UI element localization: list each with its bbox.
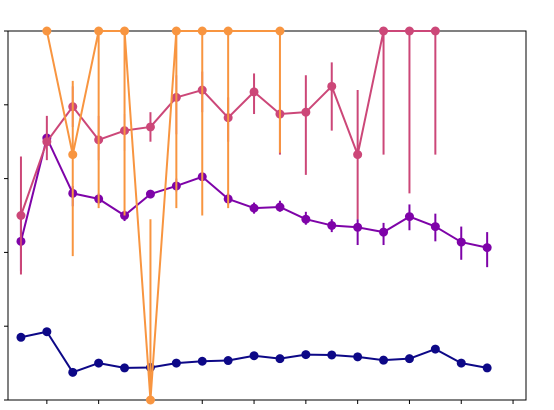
data-point bbox=[94, 358, 104, 368]
data-point bbox=[197, 356, 207, 366]
data-point bbox=[275, 354, 285, 364]
data-point bbox=[456, 358, 466, 368]
data-point bbox=[404, 212, 414, 222]
data-point bbox=[275, 26, 285, 36]
data-point bbox=[275, 202, 285, 212]
series-line bbox=[45, 30, 280, 401]
data-point bbox=[145, 122, 155, 132]
data-point bbox=[120, 26, 130, 36]
data-point bbox=[223, 26, 233, 36]
data-point bbox=[145, 189, 155, 199]
data-point bbox=[120, 363, 130, 373]
data-point bbox=[301, 350, 311, 360]
data-point bbox=[16, 211, 26, 220]
data-point bbox=[404, 26, 414, 36]
data-point bbox=[430, 222, 440, 232]
series-line bbox=[19, 137, 488, 249]
plot-frame bbox=[7, 30, 527, 401]
data-point bbox=[145, 395, 155, 405]
data-point bbox=[42, 137, 52, 147]
data-point bbox=[379, 26, 389, 36]
data-point bbox=[16, 332, 26, 342]
data-point bbox=[223, 356, 233, 366]
data-point bbox=[379, 227, 389, 237]
data-point bbox=[456, 237, 466, 247]
data-point bbox=[327, 81, 337, 91]
data-point bbox=[68, 367, 78, 377]
data-point bbox=[404, 354, 414, 364]
data-point bbox=[301, 214, 311, 224]
data-point bbox=[327, 350, 337, 360]
data-point bbox=[353, 150, 363, 160]
data-point bbox=[353, 352, 363, 362]
data-point bbox=[482, 243, 492, 253]
data-point bbox=[379, 355, 389, 365]
data-point bbox=[482, 363, 492, 373]
data-point bbox=[430, 26, 440, 36]
data-point bbox=[353, 222, 363, 232]
data-point bbox=[94, 26, 104, 36]
data-point bbox=[171, 358, 181, 368]
data-point bbox=[42, 327, 52, 337]
data-point bbox=[68, 150, 78, 160]
data-point bbox=[249, 203, 259, 213]
data-point bbox=[171, 26, 181, 36]
data-point bbox=[301, 107, 311, 117]
data-point bbox=[197, 26, 207, 36]
data-point bbox=[249, 87, 259, 97]
data-point bbox=[249, 351, 259, 361]
data-point bbox=[430, 344, 440, 354]
data-point bbox=[327, 220, 337, 230]
data-point bbox=[42, 26, 52, 36]
